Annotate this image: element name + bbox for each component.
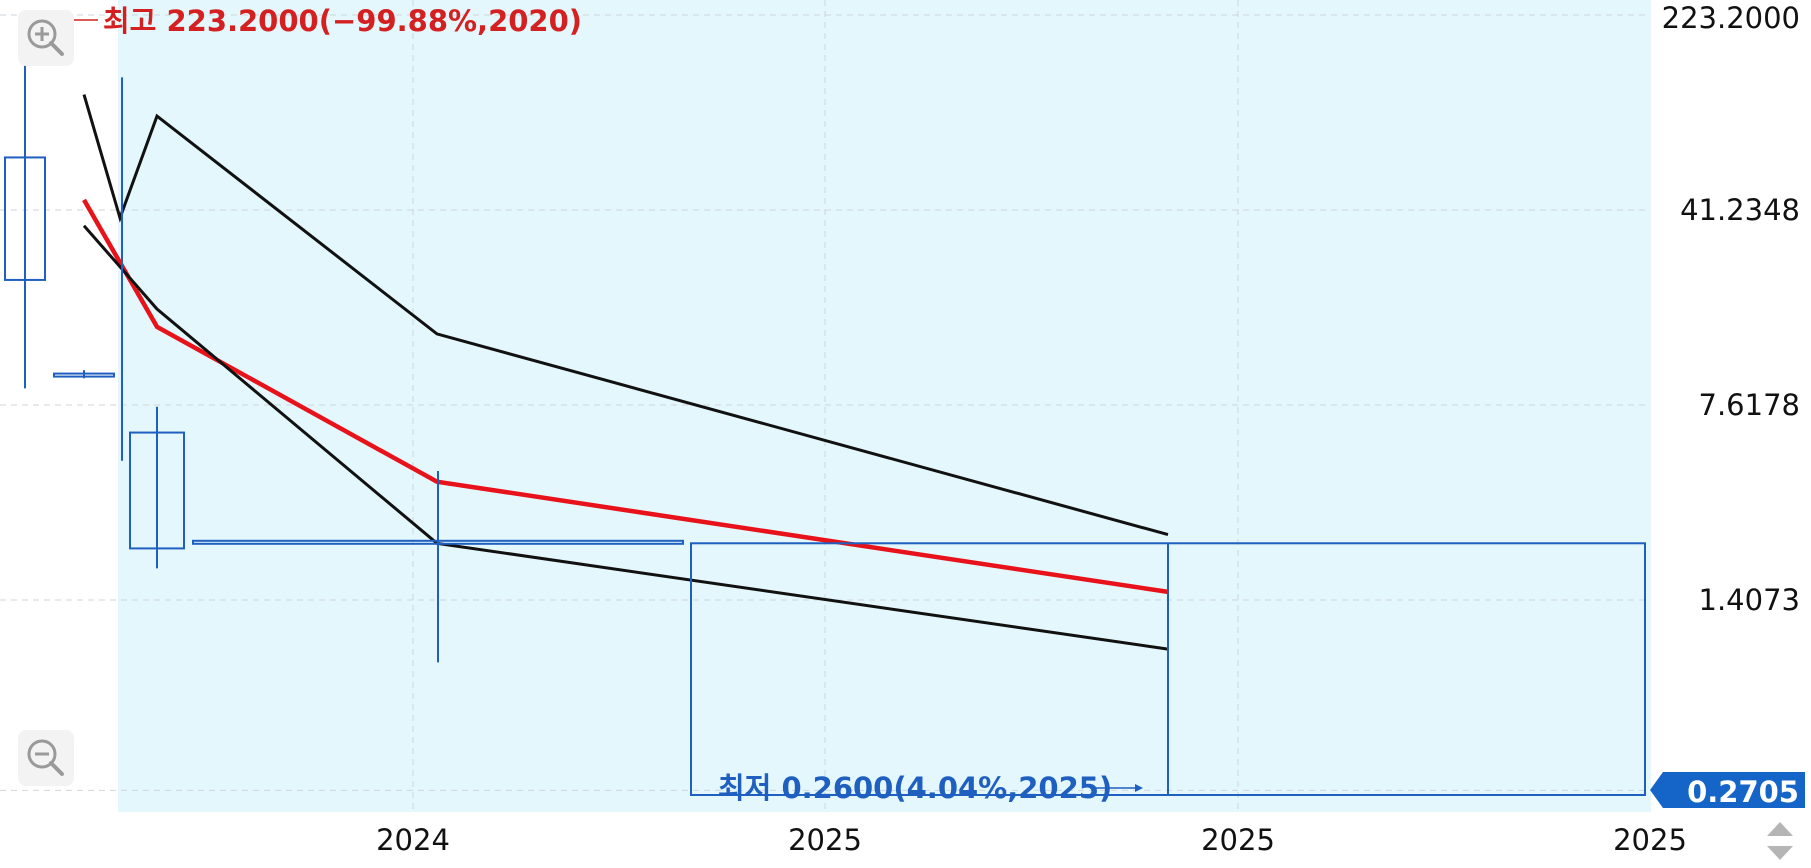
candles <box>4 39 1646 796</box>
candle-body <box>129 431 185 550</box>
lower-band-line <box>82 224 1169 651</box>
middle-band-line <box>82 198 1169 595</box>
y-axis: 223.2000 41.2348 7.6178 1.4073 0.2705 <box>1650 1 1805 809</box>
y-tick-label: 41.2348 <box>1680 193 1800 227</box>
upper-band-line <box>82 94 1169 537</box>
current-price-label: 0.2705 <box>1687 775 1799 809</box>
high-label: 최고 223.2000(−99.88%,2020) <box>103 4 582 38</box>
annotations: 최고 223.2000(−99.88%,2020) 최저 0.2600(4.04… <box>50 4 1143 805</box>
scale-toggle-icon[interactable] <box>1763 818 1797 864</box>
zoom-in-icon <box>27 19 64 56</box>
candle-body <box>4 156 46 281</box>
x-axis: 2024 2025 2025 2025 <box>0 812 1811 868</box>
x-tick-label: 2025 <box>1613 823 1687 857</box>
zoom-out-button[interactable] <box>18 730 74 786</box>
x-tick-label: 2024 <box>376 823 450 857</box>
low-label: 최저 0.2600(4.04%,2025) <box>718 771 1112 805</box>
y-tick-label: 1.4073 <box>1699 583 1800 617</box>
zoom-in-button[interactable] <box>18 10 74 66</box>
zoom-out-icon <box>27 739 64 776</box>
low-marker-arrow <box>1135 784 1143 792</box>
y-tick-label: 7.6178 <box>1699 388 1800 422</box>
candle-body <box>53 372 115 378</box>
current-price-tag <box>1650 772 1805 808</box>
x-tick-label: 2025 <box>1201 823 1275 857</box>
x-axis-background <box>0 812 1811 868</box>
x-tick-label: 2025 <box>788 823 862 857</box>
y-tick-label: 223.2000 <box>1662 1 1800 35</box>
shaded-region <box>118 0 1651 812</box>
bands <box>82 94 1169 651</box>
